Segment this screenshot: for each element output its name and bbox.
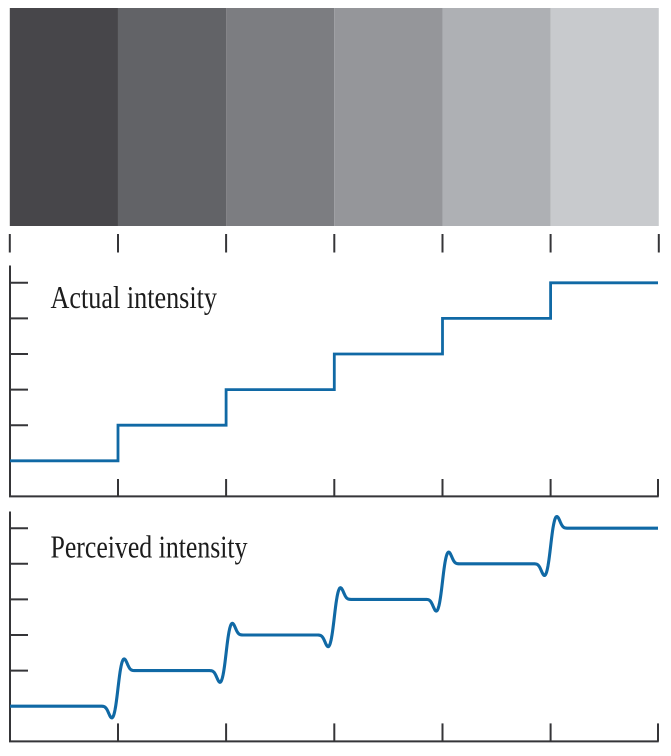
svg-text:Perceived intensity: Perceived intensity bbox=[51, 529, 248, 565]
svg-text:Actual intensity: Actual intensity bbox=[51, 279, 218, 315]
